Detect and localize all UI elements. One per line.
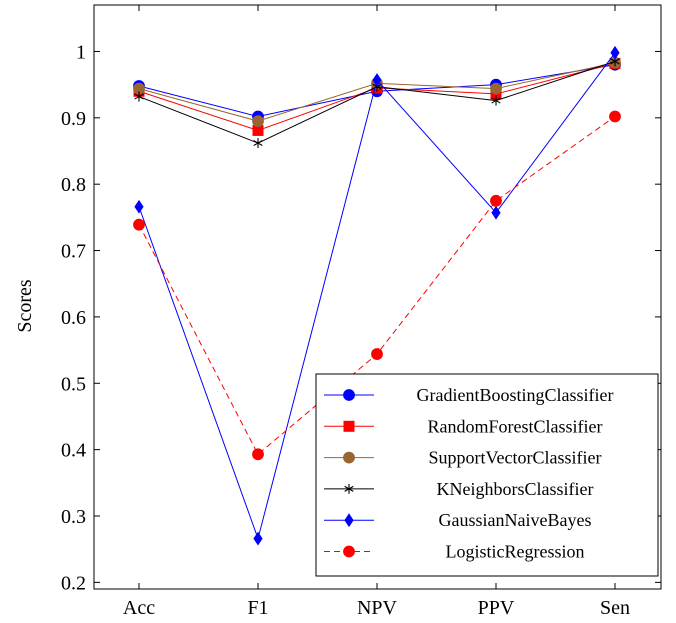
series-5 [133,110,621,461]
legend-label: GradientBoostingClassifier [417,385,614,405]
y-tick-label: 0.7 [61,241,86,263]
legend-label: SupportVectorClassifier [429,448,602,468]
y-tick-label: 0.8 [61,174,86,196]
legend-entry: LogisticRegression [324,542,584,562]
x-tick-label: F1 [247,597,268,619]
data-point [252,115,264,128]
y-tick-label: 0.5 [61,373,86,395]
legend-entry: GaussianNaiveBayes [324,510,591,530]
x-tick-label: Acc [123,597,155,619]
legend-label: LogisticRegression [446,542,585,562]
legend: GradientBoostingClassifier RandomForestCl… [315,373,659,577]
data-point [252,448,264,461]
legend-label: KNeighborsClassifier [437,479,594,499]
y-axis-label: Scores [14,279,36,333]
data-point [490,82,502,95]
data-point [133,218,145,231]
data-point [372,73,382,87]
series-layer [133,45,621,546]
legend-box [315,373,659,577]
data-point [490,194,502,207]
y-tick-label: 0.6 [61,307,86,329]
legend-marker [343,420,355,432]
legend-label: RandomForestClassifier [428,416,603,436]
legend-marker [344,513,354,528]
legend-marker [344,483,354,494]
y-tick-label: 0.3 [61,506,86,528]
x-tick-label: PPV [478,597,515,619]
legend-entry: RandomForestClassifier [324,416,602,436]
series-4 [134,45,620,546]
legend-label: GaussianNaiveBayes [439,510,592,530]
series-3 [134,56,620,149]
legend-entry: SupportVectorClassifier [324,448,601,468]
plot-area: 0.2 0.3 0.4 0.5 0.6 0.7 0.8 0.9 1 Acc F1 NPV PPV Sen [61,4,662,619]
y-tick-label: 0.2 [61,572,86,594]
data-point [134,91,144,102]
x-tick-label: NPV [357,597,398,619]
data-point [609,110,621,123]
x-tick-label: Sen [600,597,630,619]
legend-marker [343,451,355,464]
data-point [134,199,144,214]
y-tick-label: 0.4 [61,440,86,462]
data-point [253,138,263,149]
legend-marker [343,389,355,401]
data-point [491,205,501,220]
data-point [491,95,501,106]
legend-entry: GradientBoostingClassifier [324,385,613,405]
y-tick-label: 0.9 [61,108,86,130]
data-point [253,531,263,546]
legend-marker [343,545,355,558]
data-point [610,45,620,60]
data-point [371,348,383,360]
legend-entry: KNeighborsClassifier [324,479,593,499]
y-tick-label: 1 [76,41,86,63]
